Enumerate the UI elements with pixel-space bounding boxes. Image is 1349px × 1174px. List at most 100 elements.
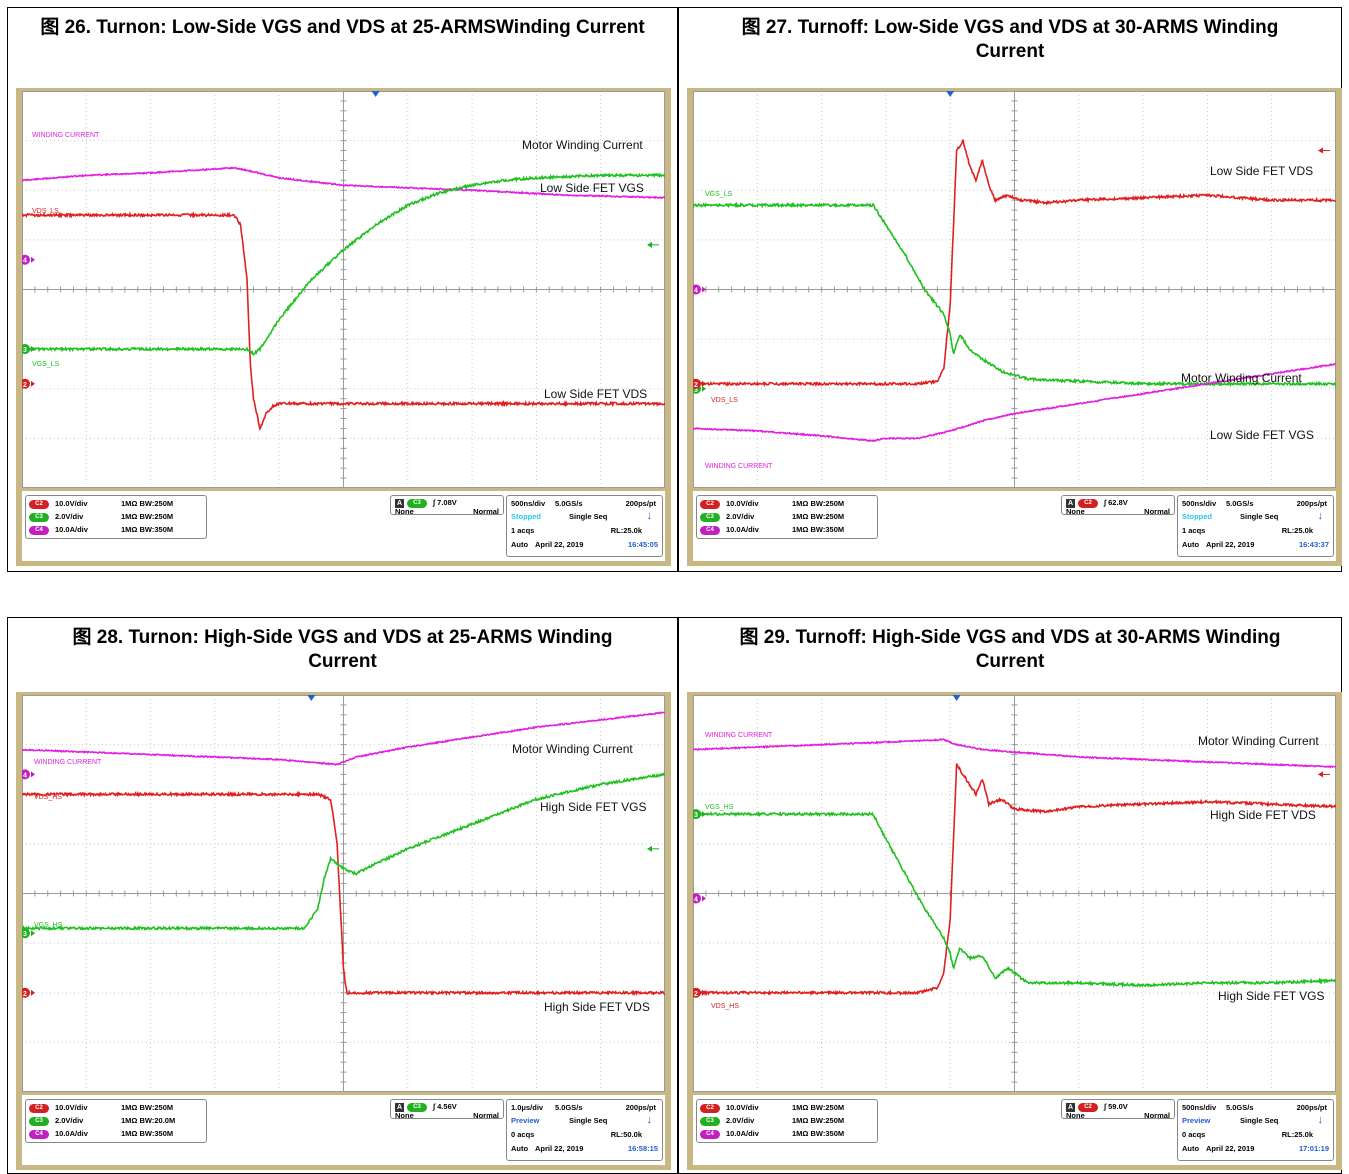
channel-scale: 2.0V/div [726, 512, 755, 521]
channel-badge: C3 [29, 512, 49, 522]
channel-badge: C2 [29, 1103, 49, 1113]
auto-mode: Auto [511, 1144, 529, 1153]
scope-frame: WINDING CURRENT VDS_LS VGS_LS Low Side FET … [687, 88, 1342, 566]
scope-frame: WINDING CURRENT VDS_HS VGS_HS Motor Winding… [16, 692, 671, 1170]
channel-scale: 10.0V/div [726, 499, 759, 508]
trigger-level-arrowhead [647, 241, 652, 248]
screen-border [22, 695, 665, 1092]
trigger-level: A C3 ∫ 7.08V [395, 498, 457, 508]
channel-marker-arrow [31, 771, 35, 778]
acquisition-state: Stopped [511, 512, 541, 521]
channel-coupling: 1MΩ BW:350M [792, 1129, 845, 1138]
channel-badge: C4 [29, 1129, 49, 1139]
timebase: 500ns/div [1182, 499, 1217, 508]
trace-annotation: Motor Winding Current [522, 138, 643, 152]
channel-row[interactable]: C3 2.0V/div 1MΩ BW:20.0M [29, 1115, 205, 1127]
trigger-settings[interactable]: A C2 ∫ 62.8V None Normal [1061, 495, 1175, 516]
channel-row[interactable]: C4 10.0A/div 1MΩ BW:350M [29, 524, 205, 536]
sequence-mode: Single Seq [569, 512, 608, 521]
trigger-settings[interactable]: A C3 ∫ 4.56V None Normal [390, 1099, 504, 1120]
channel-coupling: 1MΩ BW:250M [121, 512, 174, 521]
auto-mode: Auto [511, 540, 529, 549]
trigger-source-badge: C2 [1078, 1102, 1098, 1112]
acquisition-settings[interactable]: 500ns/div 5.0GS/s 200ps/pt Stopped Single Se… [506, 495, 663, 557]
sequence-arrow-icon: ↓ [1317, 1114, 1324, 1126]
channel-coupling: 1MΩ BW:350M [792, 525, 845, 534]
trigger-level-value: 7.08V [437, 498, 457, 507]
sample-rate: 5.0GS/s [1226, 1103, 1254, 1112]
acquisition-state: Stopped [1182, 512, 1212, 521]
trace-label-vds: VDS_LS [711, 397, 738, 404]
channel-coupling: 1MΩ BW:250M [792, 1116, 845, 1125]
trigger-settings[interactable]: A C3 ∫ 7.08V None Normal [390, 495, 504, 516]
channel-scale: 2.0V/div [55, 1116, 84, 1125]
acquisition-settings[interactable]: 1.0μs/div 5.0GS/s 200ps/pt Preview Single Se… [506, 1099, 663, 1161]
channel-scale: 10.0A/div [55, 1129, 88, 1138]
channel-row[interactable]: C2 10.0V/div 1MΩ BW:250M [29, 498, 205, 510]
channel-marker-3 [693, 809, 701, 820]
record-length: RL:25.0k [1281, 526, 1313, 535]
capture-time: 17:01:19 [1298, 1144, 1329, 1153]
trigger-level-value: 59.0V [1108, 1102, 1128, 1111]
trace-label-winding: WINDING CURRENT [32, 132, 100, 139]
trigger-coupling: None [395, 1111, 414, 1120]
trigger-position-marker [371, 91, 380, 97]
channel-marker-label: 2 [694, 991, 698, 998]
figure-title: 图 29. Turnoff: High-Side VGS and VDS at … [739, 627, 1281, 672]
trigger-a-icon: A [395, 499, 404, 508]
channel-coupling: 1MΩ BW:20.0M [121, 1116, 176, 1125]
trace-annotation: Low Side FET VGS [540, 181, 644, 195]
channel-scale: 2.0V/div [55, 512, 84, 521]
trigger-level-arrowhead [1318, 147, 1323, 154]
sequence-arrow-icon: ↓ [1317, 510, 1324, 522]
trace-label-winding: WINDING CURRENT [705, 463, 773, 470]
panel-28: 图 28. Turnon: High-Side VGS and VDS at 2… [7, 617, 678, 1174]
channel-marker-label: 3 [694, 812, 698, 819]
channel-marker-4 [693, 284, 701, 295]
channel-marker-label: 3 [23, 347, 27, 354]
channel-coupling: 1MΩ BW:250M [792, 499, 845, 508]
status-bar: C2 10.0V/div 1MΩ BW:250M C3 2.0V/div 1MΩ BW:2… [693, 491, 1336, 561]
acquisition-state: Preview [511, 1116, 540, 1125]
channel-row[interactable]: C2 10.0V/div 1MΩ BW:250M [700, 1102, 876, 1114]
channel-scale: 10.0V/div [726, 1103, 759, 1112]
capture-time: 16:58:15 [627, 1144, 658, 1153]
acquisition-settings[interactable]: 500ns/div 5.0GS/s 200ps/pt Stopped Single Se… [1177, 495, 1334, 557]
channel-row[interactable]: C3 2.0V/div 1MΩ BW:250M [700, 511, 876, 523]
trace-annotation: High Side FET VDS [1210, 808, 1316, 822]
trigger-settings[interactable]: A C2 ∫ 59.0V None Normal [1061, 1099, 1175, 1120]
channel-marker-label: 2 [23, 382, 27, 389]
channel-marker-4 [693, 893, 701, 904]
capture-date: April 22, 2019 [535, 540, 584, 549]
channel-marker-2 [693, 987, 701, 998]
channel-row[interactable]: C3 2.0V/div 1MΩ BW:250M [29, 511, 205, 523]
sequence-mode: Single Seq [1240, 1116, 1279, 1125]
channel-coupling: 1MΩ BW:250M [792, 1103, 845, 1112]
acquisition-settings[interactable]: 500ns/div 5.0GS/s 200ps/pt Preview Single Se… [1177, 1099, 1334, 1161]
trace-winding [22, 711, 665, 766]
resolution: 200ps/pt [625, 1103, 656, 1112]
channel-row[interactable]: C4 10.0A/div 1MΩ BW:350M [29, 1128, 205, 1140]
trigger-a-icon: A [1066, 499, 1075, 508]
sequence-mode: Single Seq [569, 1116, 608, 1125]
channel-row[interactable]: C2 10.0V/div 1MΩ BW:250M [700, 498, 876, 510]
channel-marker-2 [22, 987, 30, 998]
trace-label-winding: WINDING CURRENT [705, 732, 773, 739]
channel-row[interactable]: C4 10.0A/div 1MΩ BW:350M [700, 1128, 876, 1140]
channel-marker-label: 4 [694, 288, 698, 295]
trace-label-vgs: VGS_LS [705, 191, 733, 198]
channel-coupling: 1MΩ BW:250M [792, 512, 845, 521]
channel-row[interactable]: C4 10.0A/div 1MΩ BW:350M [700, 524, 876, 536]
figure-title: 图 27. Turnoff: Low-Side VGS and VDS at 3… [741, 17, 1279, 62]
trace-annotation: Motor Winding Current [1181, 371, 1302, 385]
channel-row[interactable]: C2 10.0V/div 1MΩ BW:250M [29, 1102, 205, 1114]
channel-badge: C4 [700, 525, 720, 535]
trace-vds [693, 139, 1336, 388]
status-bar: C2 10.0V/div 1MΩ BW:250M C3 2.0V/div 1MΩ BW:2… [22, 491, 665, 561]
trigger-a-icon: A [395, 1103, 404, 1112]
waveform-screen: WINDING CURRENT VDS_HS VGS_HS Motor Winding… [22, 695, 665, 1092]
channel-row[interactable]: C3 2.0V/div 1MΩ BW:250M [700, 1115, 876, 1127]
channel-settings: C2 10.0V/div 1MΩ BW:250M C3 2.0V/div 1MΩ BW:2… [25, 495, 207, 539]
sequence-mode: Single Seq [1240, 512, 1279, 521]
channel-marker-2 [693, 378, 701, 389]
